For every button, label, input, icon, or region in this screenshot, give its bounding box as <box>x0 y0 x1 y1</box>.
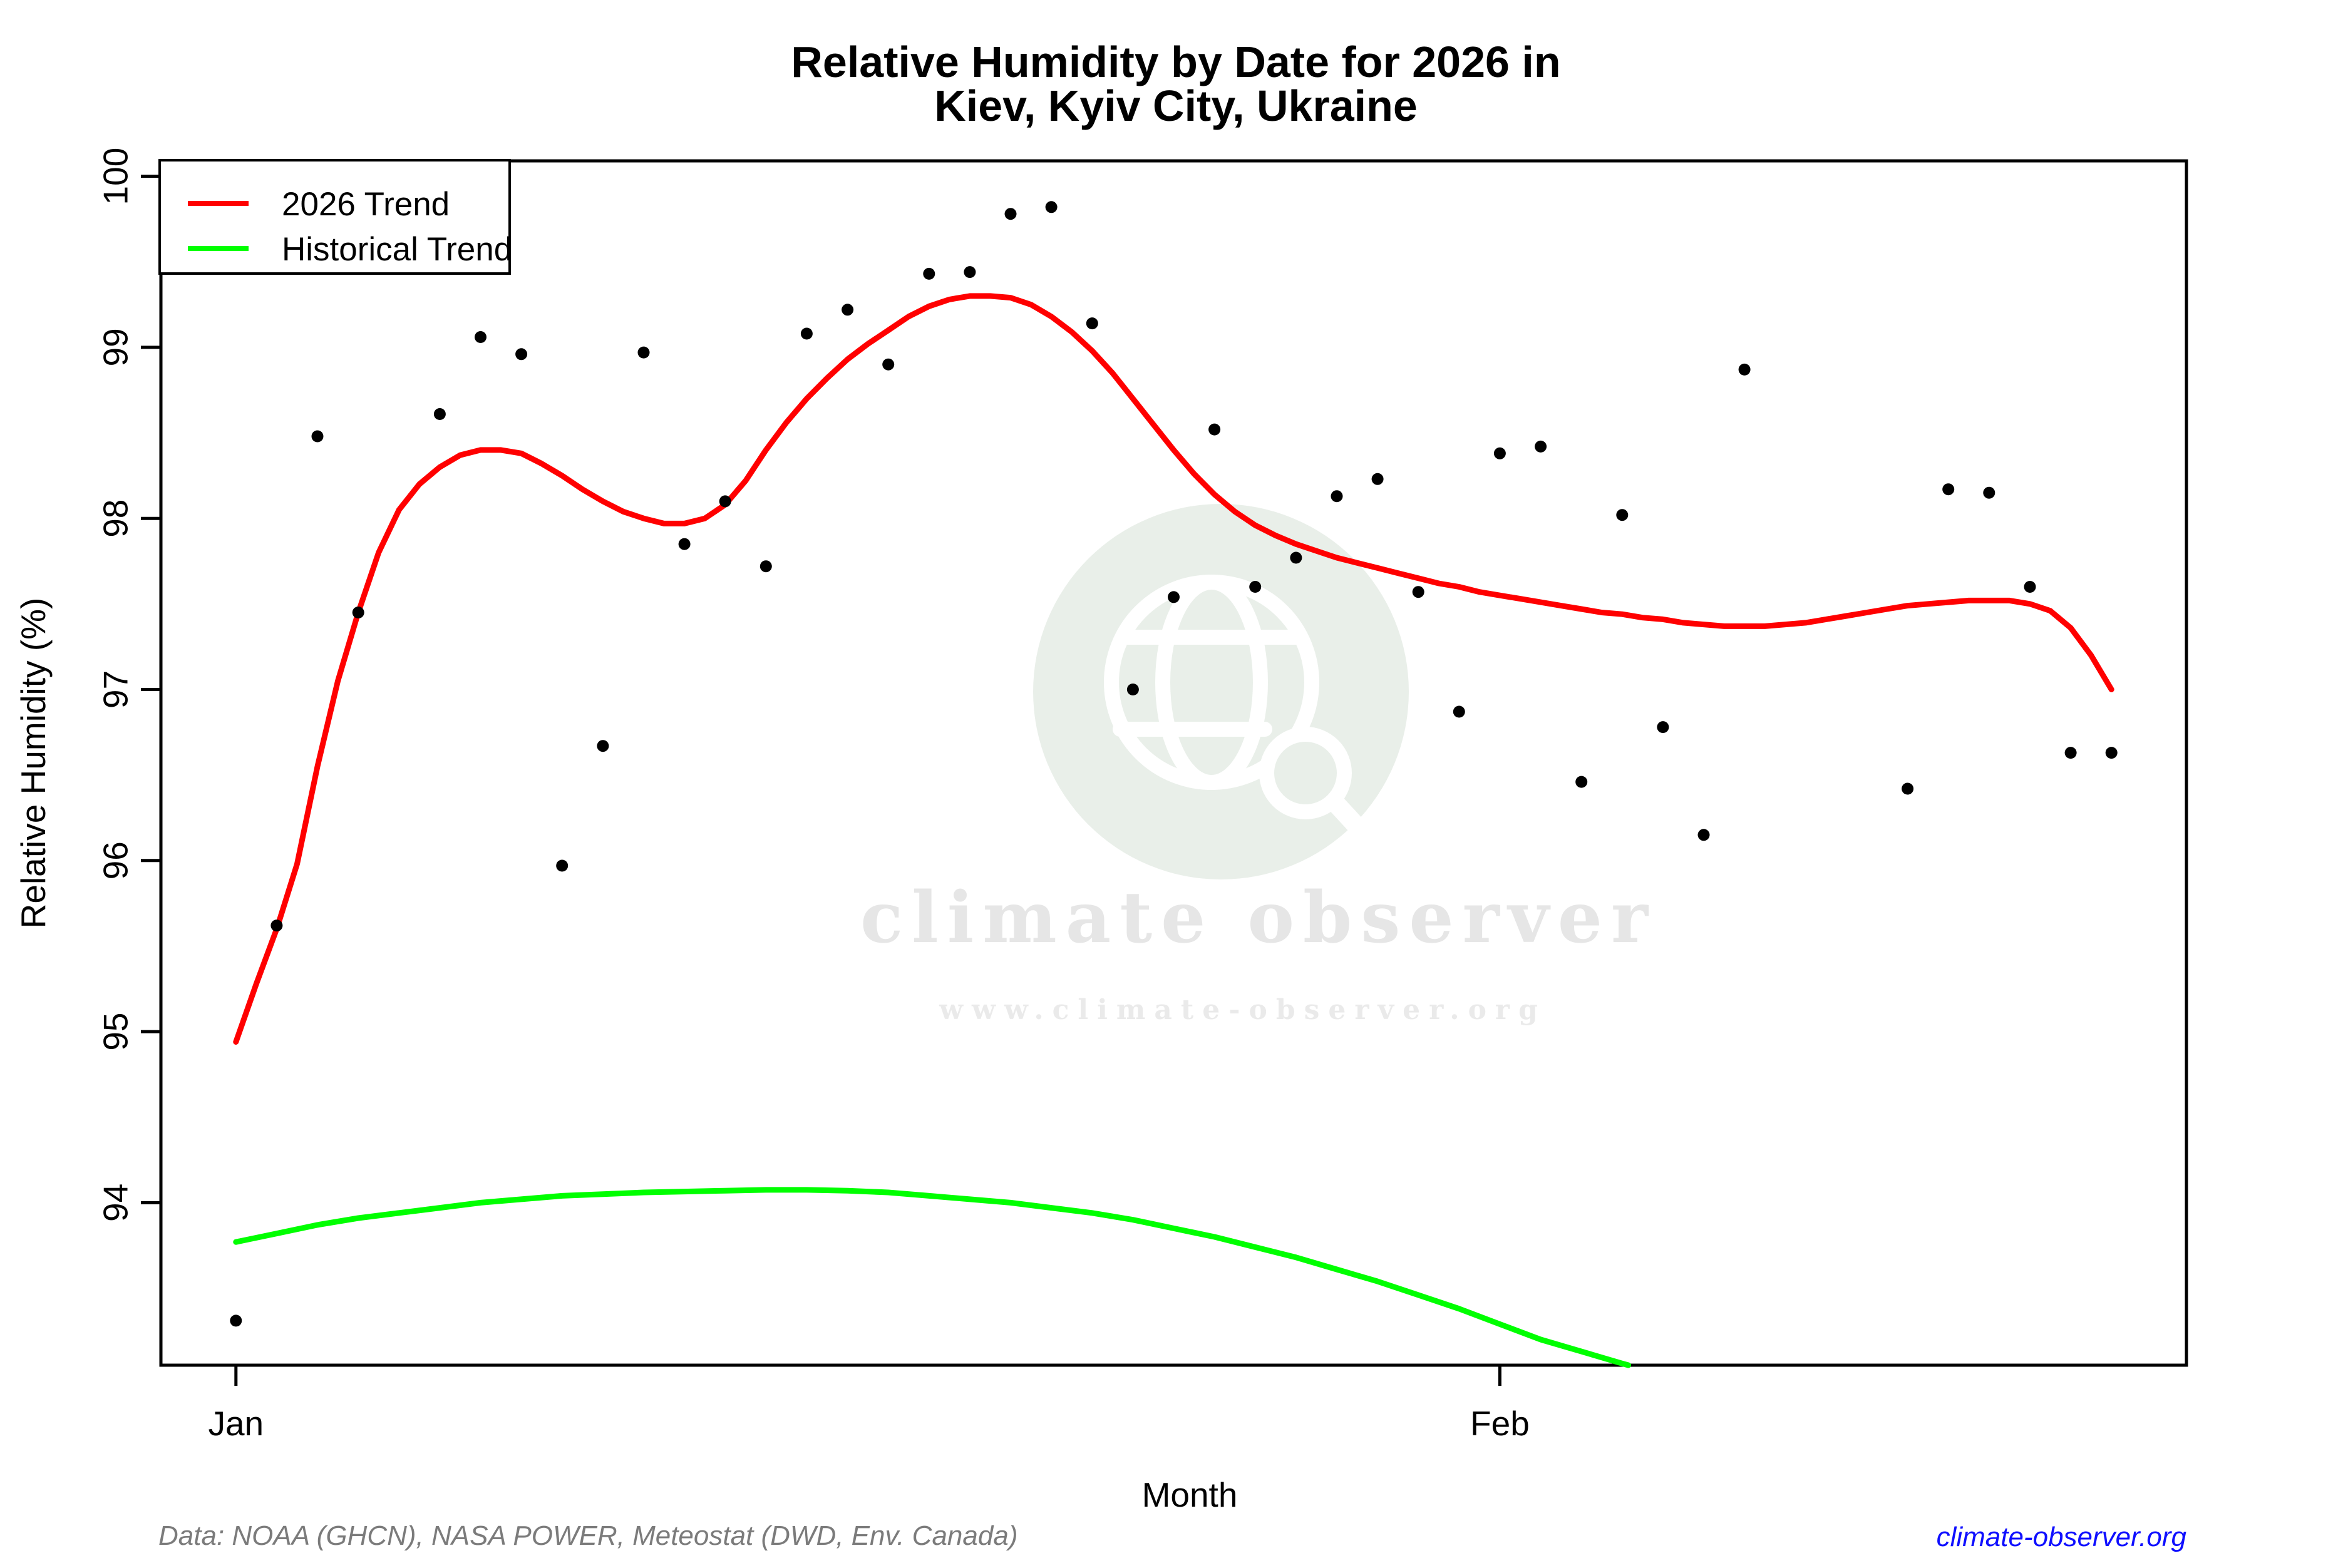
data-source-note: Data: NOAA (GHCN), NASA POWER, Meteostat… <box>158 1520 1017 1551</box>
plot-border <box>159 159 2188 1367</box>
scatter-point <box>882 358 895 371</box>
x-axis-title: Month <box>1142 1475 1238 1514</box>
legend: 2026 Trend Historical Trend <box>158 159 512 275</box>
y-tick-label: 97 <box>96 670 135 709</box>
scatter-point <box>352 607 364 618</box>
y-tick-label: 95 <box>96 1012 135 1050</box>
legend-label-2026: 2026 Trend <box>282 186 450 223</box>
watermark-url: www.climate-observer.org <box>939 994 1547 1026</box>
scatter-point <box>1126 684 1139 695</box>
scatter-point <box>1942 483 1955 496</box>
scatter-point <box>1086 317 1098 330</box>
scatter-point <box>1453 705 1465 718</box>
trend-line-historical <box>233 1187 1632 1368</box>
scatter-point <box>311 430 324 443</box>
watermark: climate observer www.climate-observer.or… <box>860 504 1657 1026</box>
scatter-point <box>1657 721 1669 734</box>
watermark-text: climate observer <box>860 877 1657 959</box>
site-link[interactable]: climate-observer.org <box>1937 1522 2187 1552</box>
scatter-point <box>1575 776 1588 788</box>
scatter-point <box>1983 486 1995 499</box>
scatter-point <box>2064 747 2077 759</box>
scatter-point <box>719 495 731 508</box>
scatter-point <box>433 408 446 420</box>
x-tick-label: Jan <box>208 1404 264 1443</box>
scatter-point <box>1738 363 1751 376</box>
scatter-point <box>800 327 813 340</box>
scatter-point <box>1331 490 1343 503</box>
y-tick-label: 96 <box>96 841 135 879</box>
x-tick-label: Feb <box>1470 1404 1530 1443</box>
scatter-points <box>230 201 2118 1327</box>
scatter-point <box>270 920 283 932</box>
x-axis: Jan Feb <box>208 1365 1530 1443</box>
scatter-point <box>556 859 569 872</box>
scatter-point <box>2105 747 2118 759</box>
y-axis-title: Relative Humidity (%) <box>14 598 53 929</box>
chart-title-line2: Kiev, Kyiv City, Ukraine <box>934 81 1418 130</box>
y-tick-label: 94 <box>96 1184 135 1222</box>
scatter-point <box>923 267 935 280</box>
scatter-point <box>515 348 528 361</box>
trend-lines <box>233 293 2114 1368</box>
scatter-point <box>475 331 487 343</box>
scatter-point <box>1249 581 1262 593</box>
y-axis: 94 95 96 97 98 99 100 <box>96 148 161 1222</box>
scatter-point <box>1535 440 1547 453</box>
scatter-point <box>2024 581 2036 593</box>
scatter-point <box>1290 551 1302 564</box>
scatter-point <box>964 266 976 279</box>
scatter-point <box>1208 423 1221 436</box>
scatter-point <box>1697 829 1710 841</box>
y-tick-label: 99 <box>96 328 135 366</box>
scatter-point <box>1168 591 1180 603</box>
scatter-point <box>1004 208 1017 220</box>
scatter-point <box>1371 473 1384 485</box>
globe-magnifier-icon <box>1104 575 1381 851</box>
scatter-point <box>1045 201 1058 213</box>
y-tick-label: 100 <box>96 148 135 205</box>
scatter-point <box>1616 509 1629 521</box>
scatter-point <box>637 346 650 359</box>
trend-line-2026 <box>233 293 2114 1045</box>
scatter-point <box>1493 447 1506 459</box>
scatter-point <box>1412 586 1424 598</box>
scatter-point <box>597 740 609 752</box>
legend-box <box>158 159 511 275</box>
scatter-point <box>759 560 772 573</box>
chart-title-line1: Relative Humidity by Date for 2026 in <box>791 38 1560 86</box>
scatter-point <box>678 538 691 550</box>
scatter-point <box>842 304 854 316</box>
scatter-point <box>230 1314 242 1327</box>
legend-label-historical: Historical Trend <box>282 231 512 268</box>
scatter-point <box>1902 782 1914 795</box>
y-tick-label: 98 <box>96 500 135 538</box>
